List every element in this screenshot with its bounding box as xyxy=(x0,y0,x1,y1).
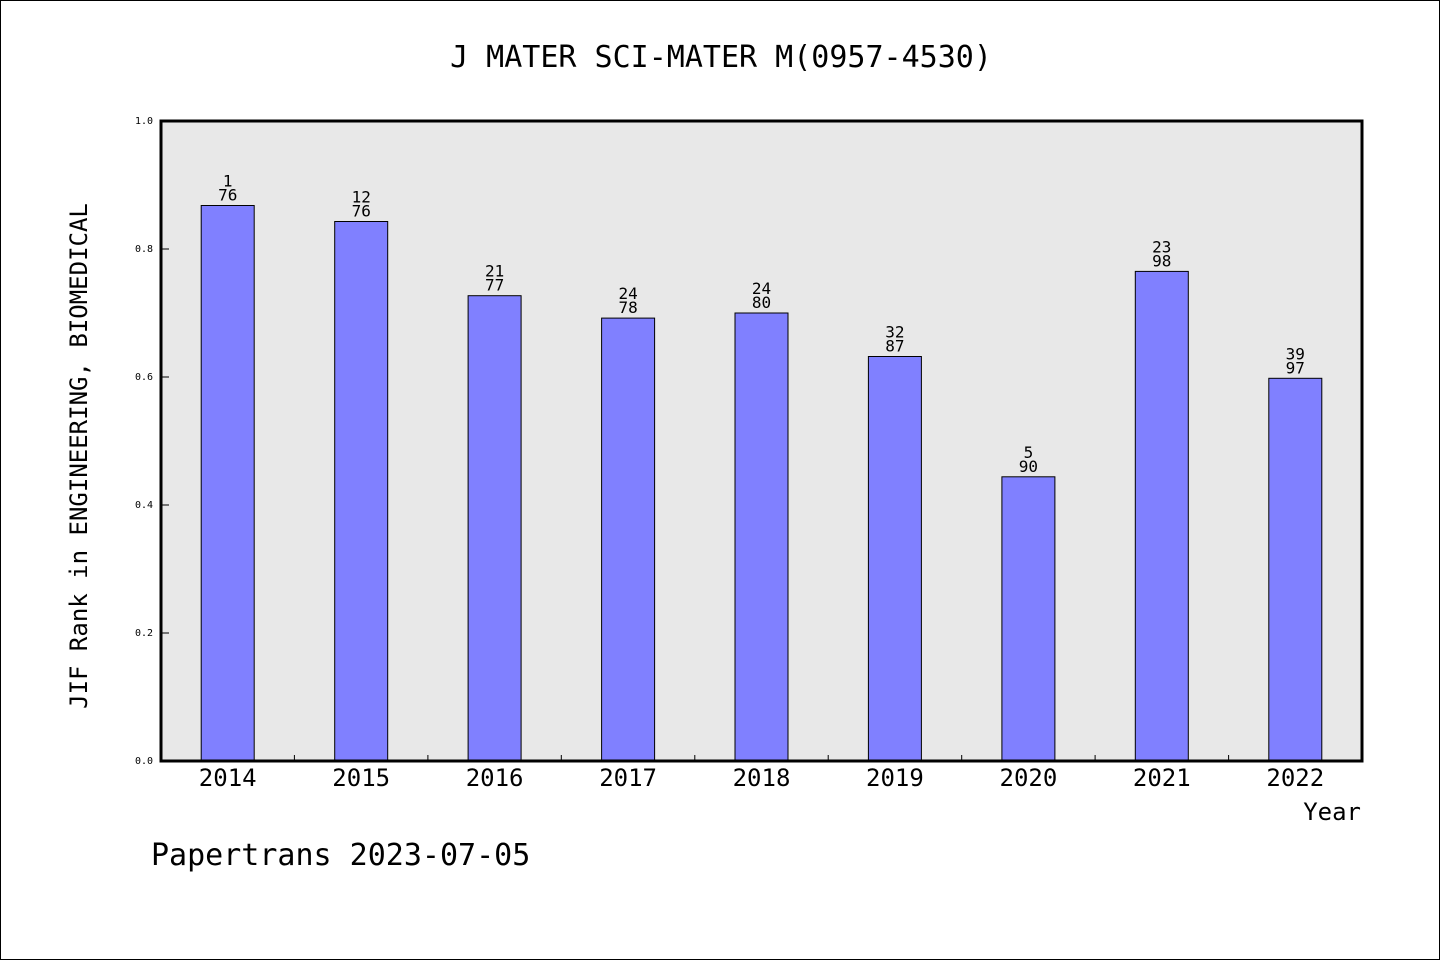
bar-2022 xyxy=(1268,377,1323,762)
bars-group xyxy=(200,205,1323,762)
y-tick-label: 0.4 xyxy=(135,500,153,511)
y-tick-label: 1.0 xyxy=(135,116,153,127)
x-tick-label-2018: 2018 xyxy=(733,764,791,792)
bar-2017 xyxy=(601,317,656,762)
x-tick-label-2015: 2015 xyxy=(332,764,390,792)
total-label-2021: 98 xyxy=(1152,251,1171,270)
total-label-2014: 76 xyxy=(218,186,237,205)
total-label-2017: 78 xyxy=(618,298,637,317)
bar-2019 xyxy=(867,356,922,762)
total-label-2020: 90 xyxy=(1019,457,1038,476)
bar-2015 xyxy=(334,221,389,762)
x-tick-label-2016: 2016 xyxy=(466,764,524,792)
rank-label-2022: 39 xyxy=(1286,344,1305,363)
rank-label-2019: 32 xyxy=(885,323,904,342)
y-tick-label: 0.2 xyxy=(135,628,153,639)
y-tick-label: 0.0 xyxy=(135,756,153,767)
x-axis-label: Year xyxy=(1303,798,1361,826)
x-tick-label-2019: 2019 xyxy=(866,764,924,792)
rank-label-2017: 24 xyxy=(618,284,637,303)
total-label-2016: 77 xyxy=(485,276,504,295)
y-tick-label: 0.6 xyxy=(135,372,153,383)
footer-stamp: Papertrans 2023-07-05 xyxy=(151,838,530,873)
bar-2014 xyxy=(200,205,255,762)
rank-label-2020: 5 xyxy=(1024,443,1034,462)
bar-2018 xyxy=(734,312,789,762)
rank-label-2014: 1 xyxy=(223,172,233,191)
x-tick-label-2017: 2017 xyxy=(599,764,657,792)
y-axis-label: JIF Rank in ENGINEERING, BIOMEDICAL xyxy=(65,203,93,709)
rank-label-2018: 24 xyxy=(752,279,771,298)
total-label-2015: 76 xyxy=(352,202,371,221)
x-tick-label-2020: 2020 xyxy=(1000,764,1058,792)
bar-2021 xyxy=(1134,270,1189,762)
x-tick-label-2022: 2022 xyxy=(1266,764,1324,792)
total-label-2019: 87 xyxy=(885,337,904,356)
x-axis-ticks: 2014 2015 2016 2017 2018 2019 2020 2021 2022 xyxy=(199,755,1324,792)
x-tick-label-2021: 2021 xyxy=(1133,764,1191,792)
bar-2016 xyxy=(467,295,522,762)
y-tick-label: 0.8 xyxy=(135,244,153,255)
rank-label-2015: 12 xyxy=(352,188,371,207)
chart-title: J MATER SCI-MATER M(0957-4530) xyxy=(450,40,992,75)
total-label-2018: 80 xyxy=(752,293,771,312)
rank-label-2016: 21 xyxy=(485,262,504,281)
total-label-2022: 97 xyxy=(1286,358,1305,377)
plot-border xyxy=(159,119,1364,763)
rank-label-2021: 23 xyxy=(1152,237,1171,256)
x-tick-label-2014: 2014 xyxy=(199,764,257,792)
bar-2020 xyxy=(1001,476,1056,762)
